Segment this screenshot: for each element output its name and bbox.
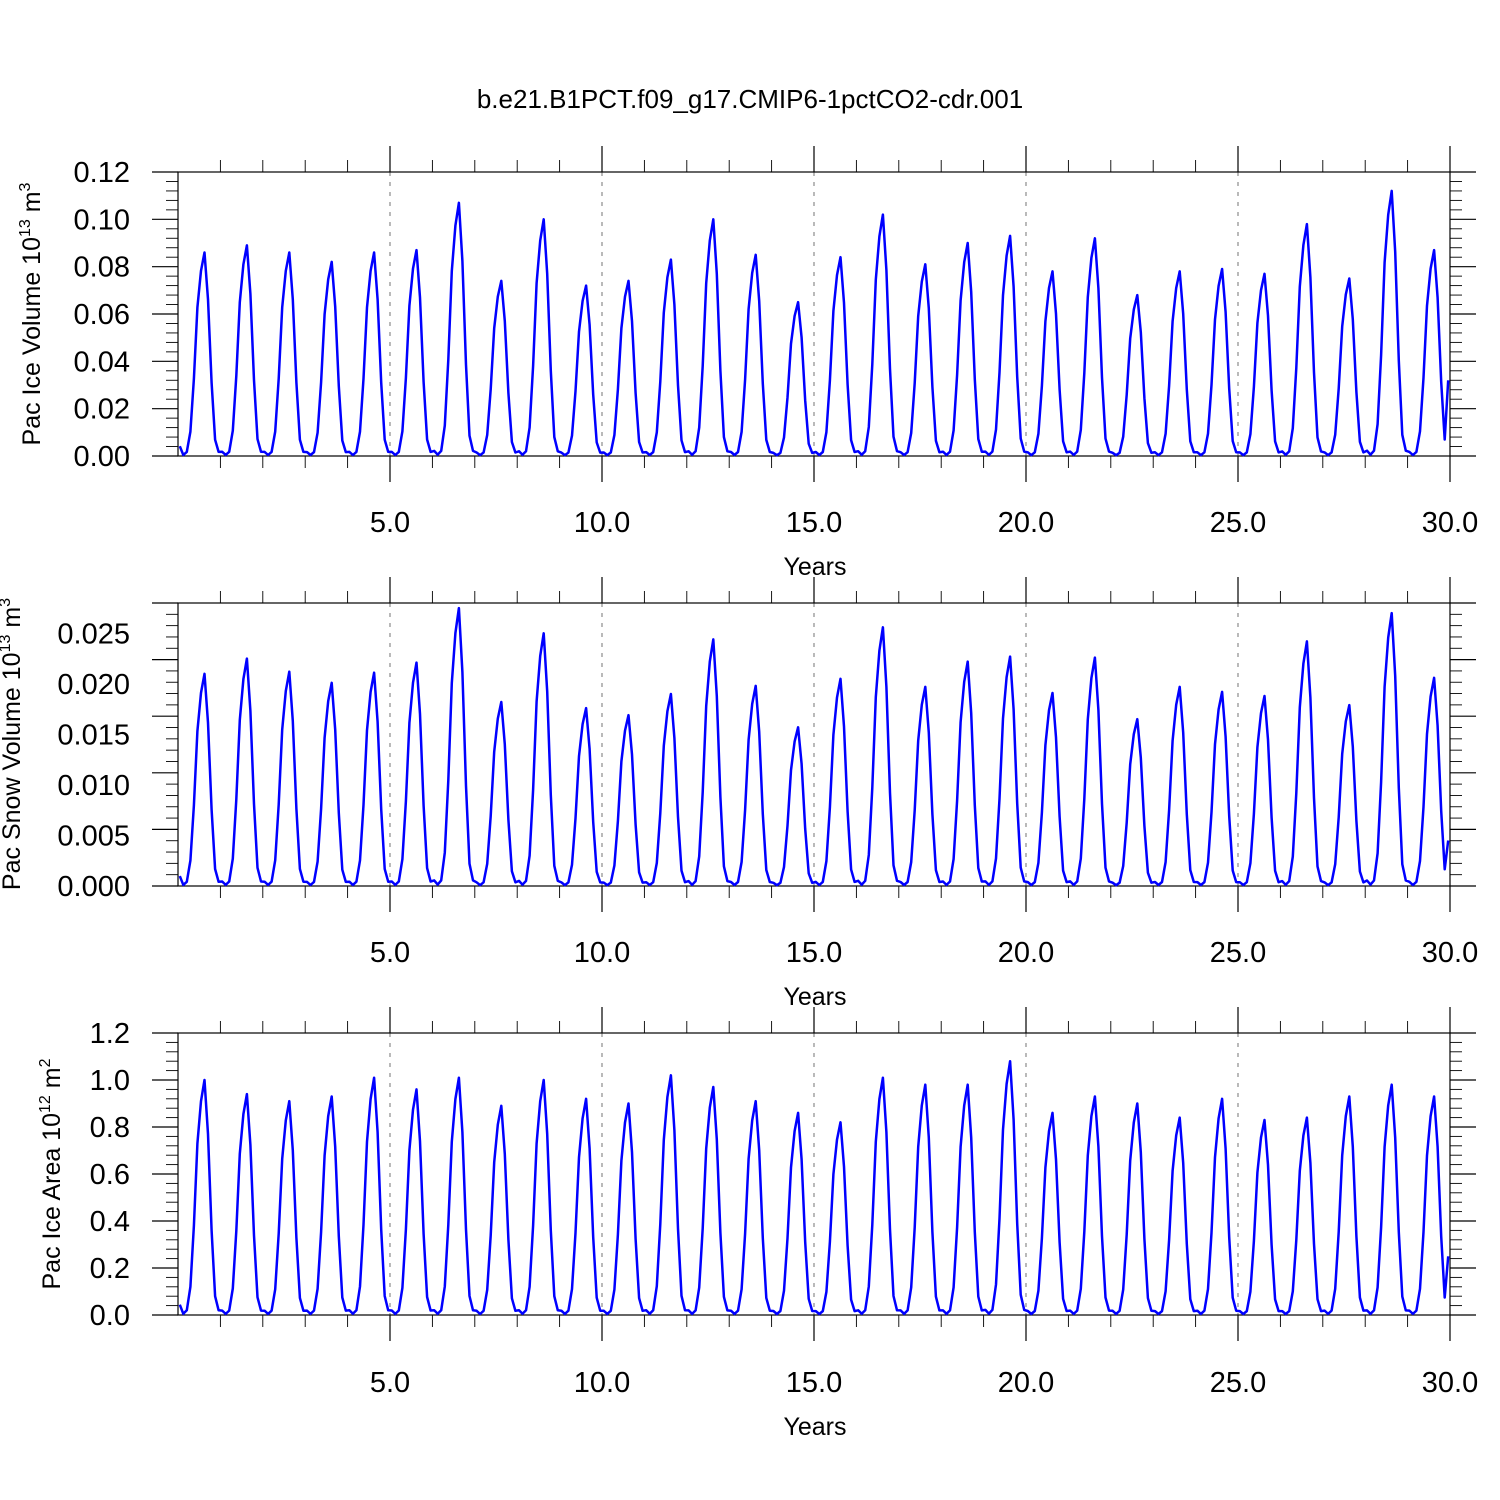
x-tick-label: 15.0 [786,937,842,969]
y-tick-label: 0.08 [74,252,130,284]
y-tick-label: 1.0 [90,1065,130,1097]
y-tick-label: 0.12 [74,157,130,189]
y-tick-label: 0.10 [74,204,130,236]
x-tick-label: 10.0 [574,937,630,969]
x-tick-label: 10.0 [574,1367,630,1399]
y-axis-label: Pac Ice Area 1012 m2 [37,1058,66,1289]
x-axis-label: Years [783,1413,846,1441]
panel-3: 0.0 0.2 0.4 0.6 0.8 1.0 1.2 5.0 10.0 15.0 20.0 25.0… [37,1007,1478,1441]
panels: 0.00 0.02 0.04 0.06 0.08 0.10 0.12 5.0 10.0 15.0 2… [0,146,1478,1441]
y-tick-label: 0.025 [57,618,130,650]
series-line [178,1059,1450,1316]
x-tick-label: 30.0 [1422,507,1478,539]
x-tick-label: 25.0 [1210,1367,1266,1399]
y-tick-label: 0.8 [90,1112,130,1144]
x-tick-label: 30.0 [1422,937,1478,969]
y-tick-label: 0.0 [90,1300,130,1332]
y-tick-label: 0.00 [74,441,130,473]
x-tick-label: 20.0 [998,937,1054,969]
panel-2: 0.000 0.005 0.010 0.015 0.020 0.025 5.0 10.0 15.… [0,577,1478,1011]
x-tick-label: 20.0 [998,1367,1054,1399]
y-axis-label: Pac Snow Volume 1013 m3 [0,598,26,890]
y-tick-label: 0.010 [57,770,130,802]
y-tick-label: 0.06 [74,299,130,331]
x-tick-label: 20.0 [998,507,1054,539]
y-tick-label: 0.015 [57,719,130,751]
x-tick-label: 15.0 [786,507,842,539]
y-tick-label: 0.02 [74,394,130,426]
x-tick-label: 30.0 [1422,1367,1478,1399]
x-tick-label: 10.0 [574,507,630,539]
panel-1: 0.00 0.02 0.04 0.06 0.08 0.10 0.12 5.0 10.0 15.0 2… [17,146,1478,581]
x-tick-label: 5.0 [370,507,410,539]
x-axis-label: Years [783,553,846,581]
x-tick-label: 25.0 [1210,507,1266,539]
x-tick-label: 5.0 [370,1367,410,1399]
x-tick-label: 25.0 [1210,937,1266,969]
y-tick-label: 0.000 [57,871,130,903]
x-tick-label: 5.0 [370,937,410,969]
chart-title: b.e21.B1PCT.f09_g17.CMIP6-1pctCO2-cdr.00… [477,84,1023,114]
y-tick-label: 0.005 [57,820,130,852]
y-tick-label: 0.2 [90,1253,130,1285]
y-tick-label: 1.2 [90,1018,130,1050]
y-tick-label: 0.6 [90,1159,130,1191]
x-axis-label: Years [783,983,846,1011]
y-axis-label: Pac Ice Volume 1013 m3 [17,182,46,445]
y-tick-label: 0.04 [74,346,130,378]
series-line [178,189,1450,457]
series-line [178,606,1450,887]
x-tick-label: 15.0 [786,1367,842,1399]
y-tick-label: 0.020 [57,669,130,701]
y-tick-label: 0.4 [90,1206,130,1238]
